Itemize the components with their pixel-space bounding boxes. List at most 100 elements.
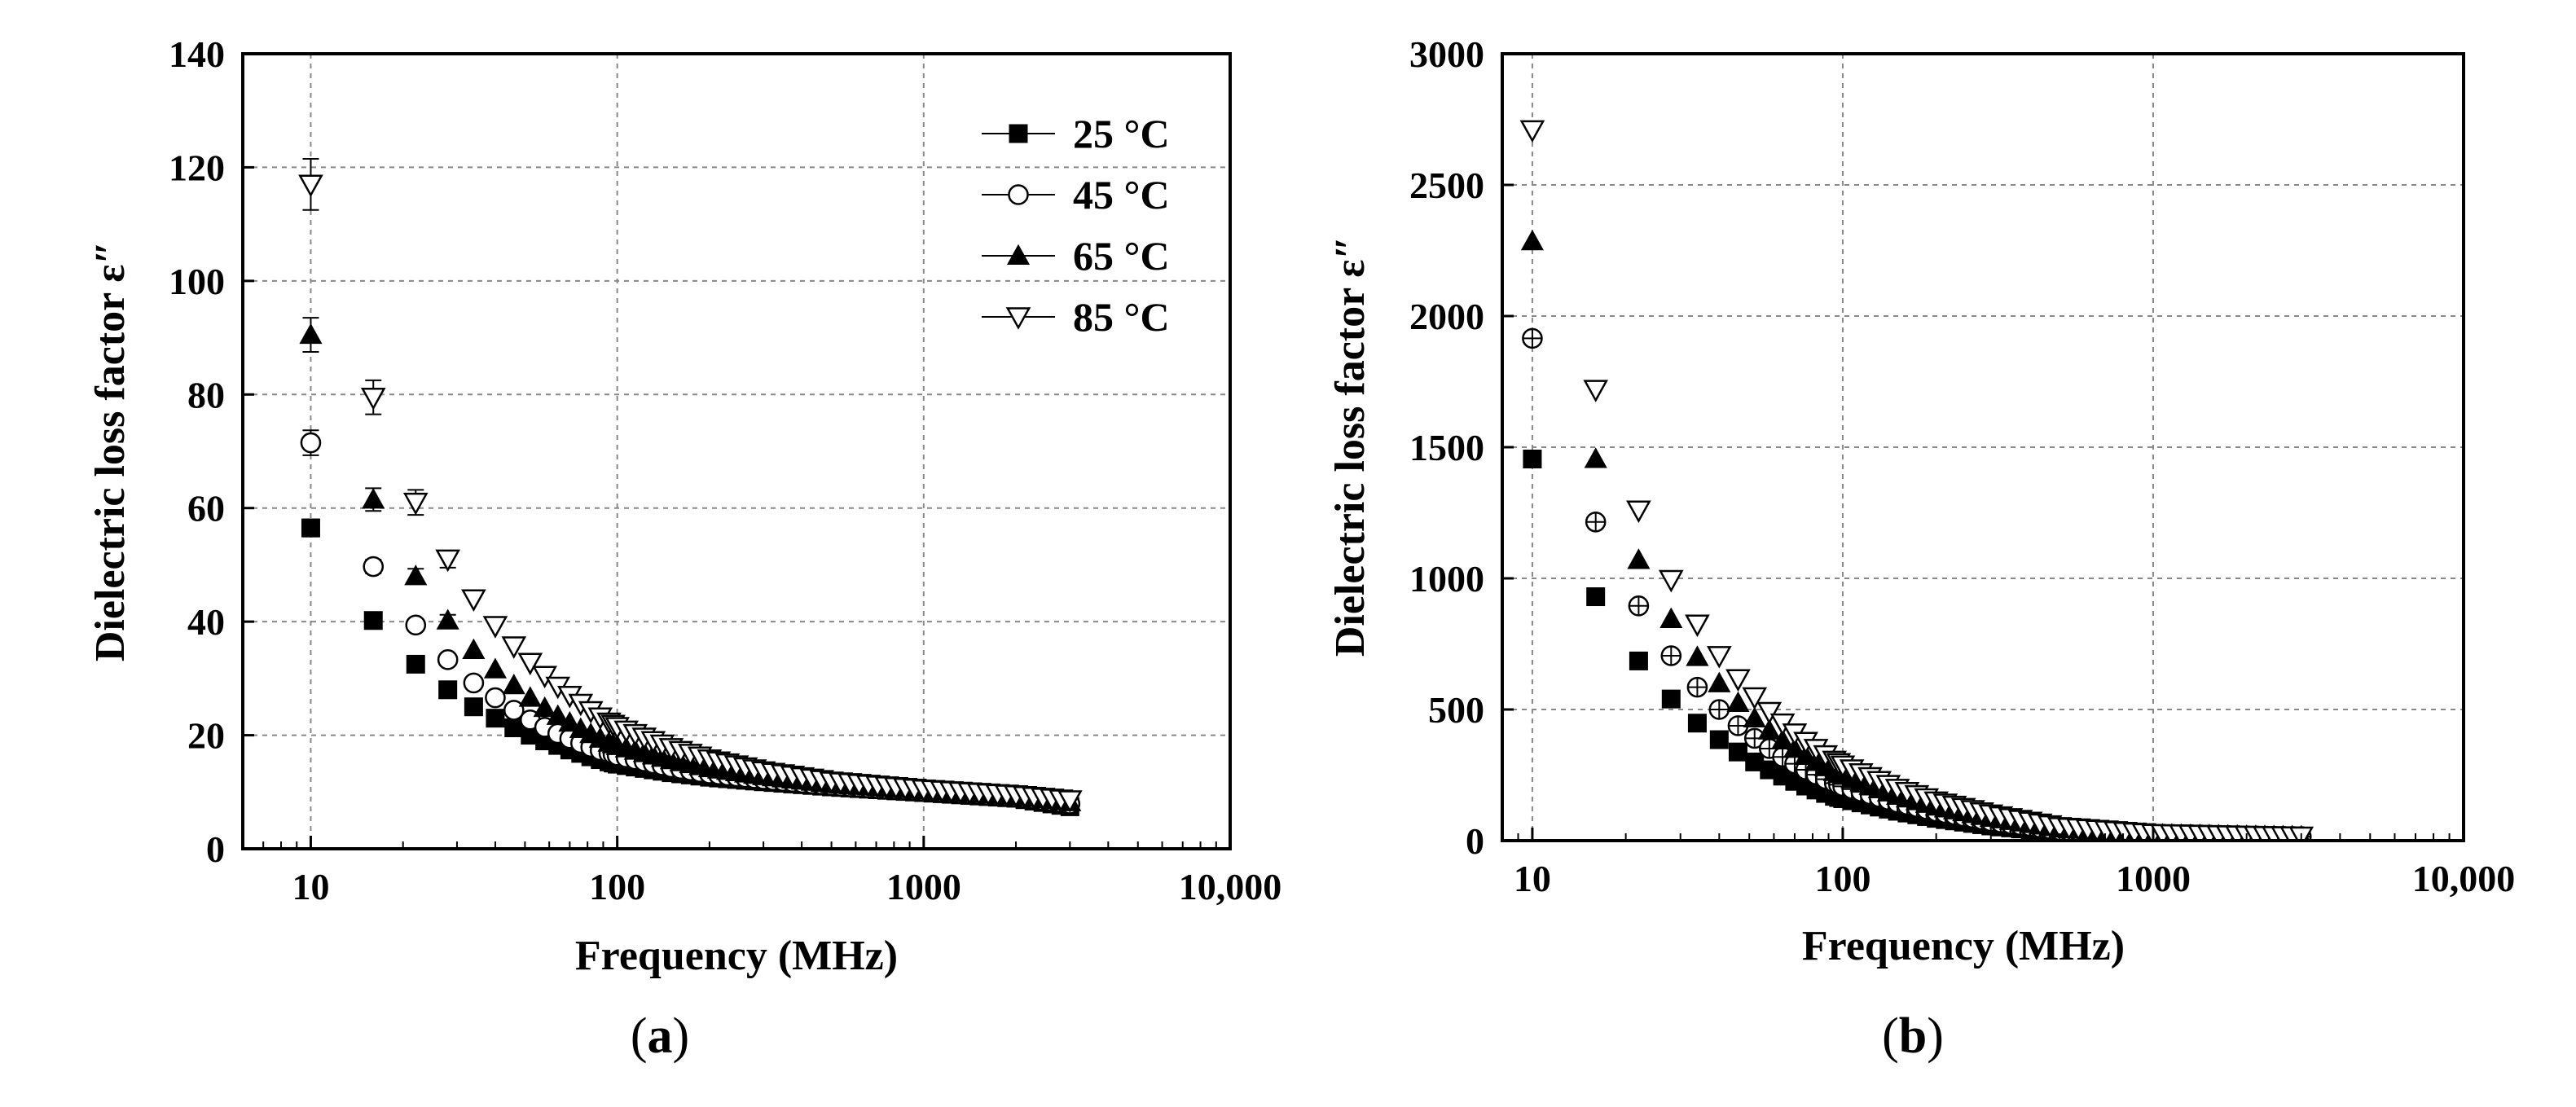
plot-frame-a bbox=[241, 52, 1232, 850]
data-point bbox=[463, 672, 485, 694]
legend-marker bbox=[1005, 307, 1031, 330]
y-tick-label: 80 bbox=[187, 374, 225, 415]
y-tick-label: 100 bbox=[169, 261, 225, 302]
data-point bbox=[362, 488, 385, 509]
y-tick-label: 60 bbox=[187, 488, 225, 529]
data-point bbox=[1628, 595, 1650, 617]
data-point bbox=[1659, 607, 1683, 628]
y-tick-label: 0 bbox=[206, 828, 225, 870]
data-point bbox=[462, 638, 486, 660]
data-point bbox=[1708, 699, 1730, 720]
legend-marker bbox=[1006, 244, 1031, 266]
legend-label: 85 °C bbox=[1073, 294, 1170, 340]
data-point bbox=[461, 589, 486, 613]
y-tick-label: 0 bbox=[1466, 820, 1484, 862]
data-point bbox=[1686, 645, 1709, 666]
data-point bbox=[464, 697, 483, 717]
data-point bbox=[502, 673, 525, 695]
y-axis-label-b: Dielectric loss factor ε″ bbox=[1327, 236, 1374, 657]
legend-marker bbox=[1009, 124, 1028, 143]
data-point bbox=[1520, 230, 1544, 251]
data-point bbox=[363, 611, 383, 630]
data-point bbox=[436, 608, 459, 630]
series-65C bbox=[1520, 230, 2310, 841]
data-point bbox=[1519, 120, 1545, 143]
x-tick-label: 10 bbox=[292, 866, 329, 907]
data-point bbox=[1728, 742, 1747, 762]
data-point bbox=[1708, 671, 1731, 692]
panel-letter-b: b bbox=[1899, 1008, 1927, 1064]
data-point bbox=[1586, 587, 1606, 607]
data-point bbox=[300, 432, 322, 454]
data-point bbox=[1756, 701, 1783, 725]
grid-b bbox=[1502, 54, 2464, 841]
y-tick-label: 2000 bbox=[1409, 296, 1484, 337]
series-45C bbox=[1522, 327, 2312, 841]
data-point bbox=[363, 556, 385, 578]
data-point bbox=[486, 709, 505, 728]
legend-marker bbox=[1008, 184, 1029, 205]
data-point bbox=[435, 549, 460, 573]
data-point bbox=[1725, 669, 1751, 692]
data-point bbox=[1743, 727, 1765, 749]
data-point bbox=[518, 686, 542, 707]
ticks-a: 0 20 40 60 80 100 120 140 10 100 1000 10,000 bbox=[169, 33, 1281, 907]
x-axis-label-b: Frequency (MHz) bbox=[1802, 923, 2125, 969]
data-point bbox=[503, 700, 525, 721]
data-point bbox=[1757, 718, 1781, 740]
data-point bbox=[404, 564, 428, 586]
data-point bbox=[1584, 447, 1607, 468]
data-point bbox=[1709, 730, 1729, 749]
data-point bbox=[437, 649, 459, 670]
data-marks-b bbox=[1519, 120, 2314, 841]
y-tick-label: 3000 bbox=[1409, 33, 1484, 75]
grid-a bbox=[243, 54, 1230, 849]
data-point bbox=[1685, 614, 1710, 638]
data-point bbox=[438, 680, 458, 700]
series-65C bbox=[299, 317, 1082, 811]
x-tick-label: 10 bbox=[1514, 858, 1551, 899]
legend-label: 65 °C bbox=[1073, 233, 1170, 279]
data-point bbox=[405, 614, 427, 636]
data-point bbox=[1686, 676, 1708, 698]
data-point bbox=[533, 696, 556, 718]
data-point bbox=[558, 711, 582, 732]
legend-a: 25 °C 45 °C 65 °C 85 °C bbox=[982, 111, 1170, 340]
y-tick-label: 120 bbox=[169, 147, 225, 188]
data-point bbox=[1523, 449, 1542, 468]
data-point bbox=[1660, 645, 1682, 666]
y-tick-label: 1000 bbox=[1409, 558, 1484, 600]
legend-label: 25 °C bbox=[1073, 111, 1170, 156]
data-point bbox=[1743, 706, 1766, 728]
series-85C bbox=[1519, 120, 2314, 841]
x-tick-label: 1000 bbox=[2116, 858, 2191, 899]
data-point bbox=[1629, 651, 1648, 670]
chart-panel-a: 0 20 40 60 80 100 120 140 10 100 1000 10,000 Freque… bbox=[87, 33, 1281, 1064]
y-tick-label: 140 bbox=[169, 33, 225, 75]
x-tick-label: 100 bbox=[1814, 858, 1870, 899]
data-point bbox=[546, 704, 569, 725]
data-point bbox=[485, 687, 506, 709]
data-point bbox=[1585, 511, 1607, 533]
y-tick-label: 20 bbox=[187, 715, 225, 757]
data-point bbox=[1783, 737, 1806, 758]
data-point bbox=[1661, 689, 1681, 709]
legend-label: 45 °C bbox=[1073, 172, 1170, 217]
data-point bbox=[1687, 714, 1707, 733]
panel-letter-a: a bbox=[648, 1008, 673, 1064]
data-point bbox=[532, 666, 557, 689]
data-point bbox=[1583, 380, 1609, 402]
data-point bbox=[482, 616, 508, 639]
data-point bbox=[1627, 548, 1651, 569]
data-point bbox=[1057, 790, 1083, 813]
y-tick-label: 500 bbox=[1428, 689, 1484, 731]
y-tick-label: 40 bbox=[187, 601, 225, 643]
data-point bbox=[402, 492, 429, 516]
data-point bbox=[1658, 569, 1684, 593]
data-point bbox=[406, 654, 425, 674]
x-tick-label: 10,000 bbox=[2412, 858, 2516, 899]
data-point bbox=[1771, 728, 1795, 750]
y-tick-label: 1500 bbox=[1409, 427, 1484, 468]
